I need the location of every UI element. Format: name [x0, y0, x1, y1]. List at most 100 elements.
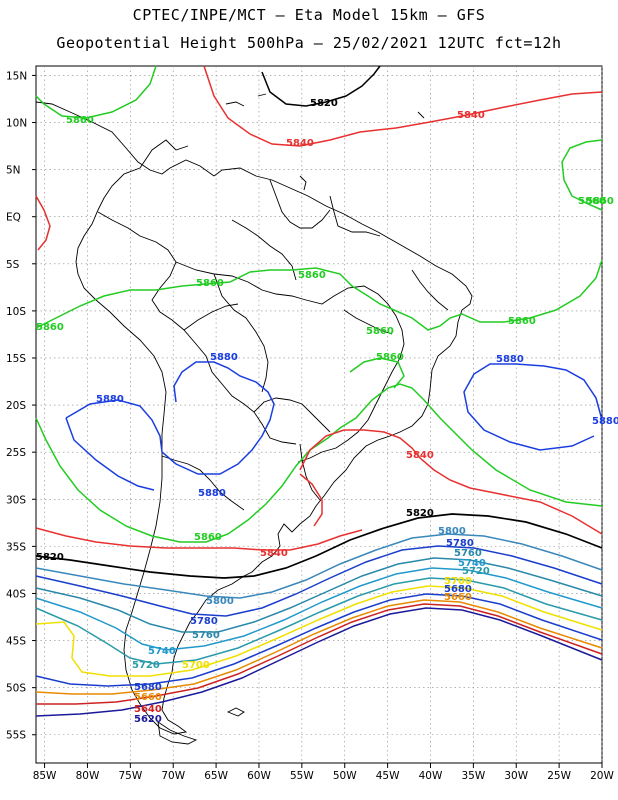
lat-tick-label: 10S	[6, 306, 26, 318]
lon-tick-label: 40W	[419, 770, 443, 782]
contour-label: 5800	[438, 526, 466, 537]
contour-5660	[35, 599, 603, 695]
contour-5840-bend	[299, 429, 603, 535]
lat-tick-label: 45S	[6, 636, 26, 648]
lon-tick-label: 60W	[247, 770, 271, 782]
map-subtitle: Geopotential Height 500hPa – 25/02/2021 …	[56, 34, 562, 52]
lon-tick-label: 35W	[461, 770, 485, 782]
lat-tick-label: 5S	[6, 259, 20, 271]
contour-label: 5720	[132, 660, 160, 671]
contour-label: 5640	[134, 704, 162, 715]
contour-label: 5860	[196, 278, 224, 289]
contour-label: 5740	[458, 558, 486, 569]
height-contours	[35, 65, 603, 717]
contour-label: 5820	[36, 552, 64, 563]
country-border	[213, 273, 269, 393]
contour-5880-east	[463, 363, 603, 451]
country-border	[329, 195, 381, 237]
contour-label: 5860	[376, 352, 404, 363]
lon-tick-label: 75W	[118, 770, 142, 782]
contour-5860-loop	[349, 357, 405, 389]
contour-label: 5680	[444, 584, 472, 595]
contour-label: 5860	[194, 532, 222, 543]
contour-5740	[35, 567, 603, 651]
lon-tick-label: 30W	[504, 770, 528, 782]
caribbean-island	[257, 93, 267, 97]
contour-5680	[35, 593, 603, 687]
contour-labels: 5820 5840 5840 5860 5860 5860 5860 5860 …	[36, 98, 618, 725]
contour-label: 5880	[210, 352, 238, 363]
lat-tick-label: 25S	[6, 447, 26, 459]
contour-label: 5880	[592, 416, 618, 427]
caribbean-island	[299, 175, 307, 191]
contour-label: 5820	[310, 98, 338, 109]
lat-tick-label: 30S	[6, 494, 26, 506]
contour-label: 5660	[134, 692, 162, 703]
map-title: CPTEC/INPE/MCT – Eta Model 15km – GFS	[132, 6, 486, 24]
contour-5620	[35, 607, 603, 717]
lon-tick-label: 65W	[204, 770, 228, 782]
country-border	[411, 269, 449, 311]
country-border	[97, 211, 297, 445]
country-border	[343, 309, 393, 335]
lat-tick-label: 35S	[6, 541, 26, 553]
contour-5760	[35, 557, 603, 633]
contour-label: 5840	[260, 548, 288, 559]
country-border	[269, 179, 331, 229]
caribbean-coast	[139, 139, 189, 169]
contour-5820-south	[35, 513, 603, 579]
contour-label: 5740	[148, 646, 176, 657]
lon-tick-label: 45W	[376, 770, 400, 782]
contour-label: 5780	[446, 538, 474, 549]
contour-label: 5860	[508, 316, 536, 327]
country-border	[183, 303, 239, 331]
contour-label: 5680	[134, 682, 162, 693]
contour-5880-west-loop	[65, 417, 155, 491]
lon-tick-label: 25W	[547, 770, 571, 782]
lat-tick-label: 20S	[6, 400, 26, 412]
lat-tick-label: 15S	[6, 353, 26, 365]
contour-label: 5700	[444, 576, 472, 587]
contour-label: 5880	[198, 488, 226, 499]
lon-tick-label: 70W	[161, 770, 185, 782]
falkland-islands	[226, 707, 245, 717]
contour-5720	[35, 577, 603, 665]
contour-label: 5620	[134, 714, 162, 725]
contour-label: 5760	[454, 548, 482, 559]
contour-label: 5820	[406, 508, 434, 519]
contour-label: 5860	[586, 196, 614, 207]
south-america-coast	[75, 167, 473, 735]
contour-5840-north	[203, 65, 603, 147]
contour-label: 5840	[406, 450, 434, 461]
contour-label: 5860	[578, 196, 606, 207]
contour-5880-west	[65, 361, 275, 475]
contour-5840-loop	[299, 473, 323, 527]
contour-5640	[36, 603, 603, 705]
lat-tick-label: 15N	[6, 70, 27, 82]
lon-tick-label: 55W	[290, 770, 314, 782]
coastlines	[35, 93, 473, 745]
contour-5820-north	[261, 65, 381, 107]
map-frame	[35, 65, 603, 764]
lon-tick-label: 50W	[333, 770, 357, 782]
contour-label: 5840	[457, 110, 485, 121]
axis-ticks: 85W 80W 75W 70W 65W 60W 55W 50W 45W 40W 35W 30W 25W 2…	[6, 70, 614, 782]
country-border	[161, 455, 245, 511]
lat-tick-label: 10N	[6, 118, 27, 130]
contour-5700	[35, 585, 603, 677]
lat-tick-label: 55S	[6, 730, 26, 742]
country-border	[175, 261, 405, 463]
contour-label: 5700	[182, 660, 210, 671]
country-border	[231, 219, 297, 281]
contour-label: 5860	[66, 115, 94, 126]
contour-5840-west	[35, 195, 51, 251]
lat-tick-label: EQ	[6, 212, 21, 224]
lat-tick-label: 40S	[6, 588, 26, 600]
contour-5860-east-north	[561, 139, 603, 211]
lon-tick-label: 80W	[76, 770, 100, 782]
contour-label: 5860	[298, 270, 326, 281]
contour-label: 5800	[206, 596, 234, 607]
contour-label: 5880	[96, 394, 124, 405]
lat-tick-label: 5N	[6, 165, 21, 177]
